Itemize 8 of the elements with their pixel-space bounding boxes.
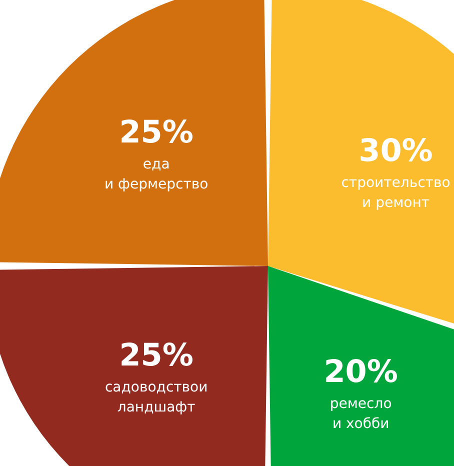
data-label: 25% bbox=[119, 338, 194, 374]
slice-label: строительство и ремонт bbox=[341, 175, 450, 212]
slice-label: еда и фермерство bbox=[104, 156, 208, 192]
data-label: 25% bbox=[119, 114, 194, 150]
slice-label: садоводствои ландшафт bbox=[104, 380, 208, 416]
data-label: 30% bbox=[358, 133, 433, 170]
slice-label: ремесло и хобби bbox=[330, 396, 392, 432]
data-label: 20% bbox=[324, 354, 398, 390]
